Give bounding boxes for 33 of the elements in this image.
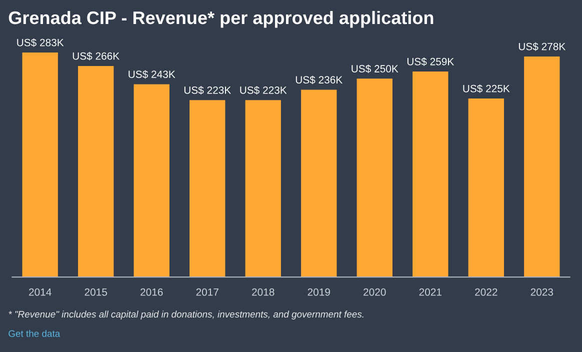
text: Get the data [8, 330, 60, 337]
x-tick-label: 2019 [308, 288, 330, 296]
data-label: US$ 236K [296, 76, 343, 84]
data-label: US$ 243K [128, 70, 176, 79]
bar [190, 100, 226, 278]
x-tick-label: 2023 [530, 288, 554, 296]
x-tick-label: 2016 [140, 288, 163, 296]
bar [356, 78, 392, 278]
text: * "Revenue" includes all capital paid in donations, investments, and government fees. [8, 310, 364, 320]
x-tick-label: 2018 [252, 288, 274, 296]
x-tick-label: 2014 [29, 288, 52, 296]
x-tick-label: 2015 [84, 288, 108, 296]
data-label: US$ 278K [518, 42, 566, 51]
data-label: US$ 250K [352, 64, 398, 74]
data-label: US$ 225K [463, 84, 510, 93]
data-label: US$ 283K [17, 38, 64, 47]
bar [524, 56, 560, 278]
x-tick-label: 2017 [196, 288, 218, 296]
bar [301, 90, 337, 278]
data-label: US$ 223K [240, 86, 287, 94]
bar [245, 100, 281, 278]
x-tick-label: 2022 [475, 288, 498, 296]
x-tick-label: 2020 [364, 288, 386, 296]
data-label: US$ 223K [184, 86, 231, 94]
bar [78, 66, 114, 278]
data-label: US$ 266K [72, 52, 120, 60]
bar [134, 84, 170, 278]
bar [412, 72, 448, 278]
bar [22, 52, 58, 278]
x-tick-label: 2021 [419, 288, 442, 296]
chart-title: Grenada CIP - Revenue* per approved application [8, 10, 434, 28]
bar [468, 98, 504, 278]
data-label: US$ 259K [407, 57, 454, 66]
